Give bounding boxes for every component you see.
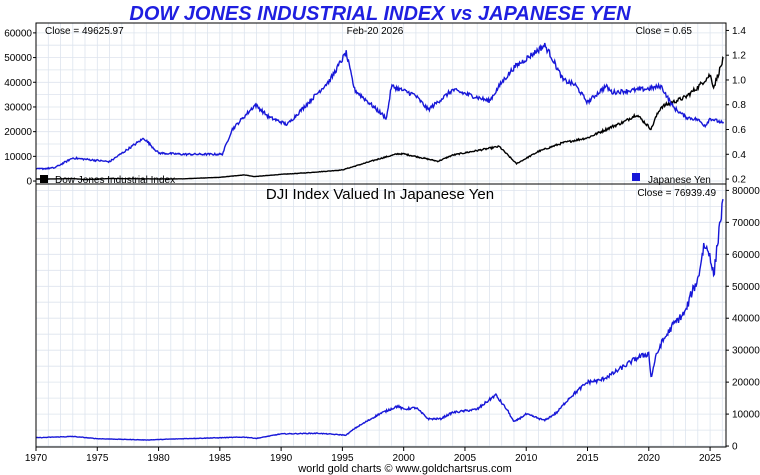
dji-close-label: Close = 49625.97 (45, 26, 124, 37)
x-tick-label: 1985 (209, 453, 232, 464)
left-tick-label: 60000 (4, 28, 32, 39)
bottom-right-tick-label: 0 (732, 442, 738, 453)
right-tick-label: 0.2 (732, 175, 746, 186)
bottom-right-tick-label: 50000 (732, 282, 760, 293)
bottom-right-tick-label: 10000 (732, 410, 760, 421)
chart-date-label: Feb-20 2026 (347, 26, 404, 37)
yen-legend-swatch (632, 173, 640, 181)
x-tick-label: 1970 (25, 453, 48, 464)
x-axis-ticks: 1970 1975 1980 1985 1990 1995 2000 2005 2010 2015… (25, 447, 722, 464)
left-tick-label: 10000 (4, 152, 32, 163)
left-tick-label: 0 (26, 177, 32, 188)
top-grid (35, 23, 726, 184)
right-tick-label: 1.0 (732, 75, 746, 86)
bottom-panel: 0 10000 20000 30000 40000 50000 60000 70000 8000… (35, 184, 760, 453)
bottom-right-tick-label: 30000 (732, 346, 760, 357)
bottom-panel-title: DJI Index Valued In Japanese Yen (266, 186, 494, 203)
x-tick-label: 1975 (86, 453, 109, 464)
x-tick-label: 2015 (576, 453, 599, 464)
chart-frame (35, 22, 727, 448)
yen-series-line (36, 42, 725, 171)
x-tick-label: 1995 (331, 453, 354, 464)
dji-series-line (36, 56, 725, 181)
bottom-right-tick-label: 40000 (732, 314, 760, 325)
chart-main-title: DOW JONES INDUSTRIAL INDEX vs JAPANESE Y… (129, 3, 631, 25)
left-tick-label: 30000 (4, 102, 32, 113)
x-tick-label: 2000 (393, 453, 416, 464)
bottom-right-tick-label: 60000 (732, 250, 760, 261)
top-right-axis-ticks: 0.2 0.4 0.6 0.8 1.0 1.2 1.4 (726, 26, 746, 186)
dji-in-yen-series-line (36, 198, 724, 441)
dji-legend-swatch (40, 175, 48, 183)
bottom-right-axis-ticks: 0 10000 20000 30000 40000 50000 60000 70000 8000… (726, 186, 760, 453)
left-tick-label: 50000 (4, 53, 32, 64)
right-tick-label: 1.4 (732, 26, 746, 37)
right-tick-label: 1.2 (732, 51, 746, 62)
x-tick-label: 2005 (454, 453, 477, 464)
right-tick-label: 0.6 (732, 125, 746, 136)
left-tick-label: 40000 (4, 78, 32, 89)
right-tick-label: 0.8 (732, 100, 746, 111)
bottom-grid (35, 184, 726, 447)
x-tick-label: 2025 (699, 453, 722, 464)
bottom-right-tick-label: 20000 (732, 378, 760, 389)
right-tick-label: 0.4 (732, 150, 746, 161)
x-tick-label: 1990 (270, 453, 293, 464)
left-tick-label: 20000 (4, 127, 32, 138)
yen-legend-label: Japanese Yen (648, 175, 711, 186)
chart-footer-credit: world gold charts © www.goldchartsrus.co… (297, 463, 512, 475)
x-tick-label: 1980 (147, 453, 170, 464)
x-tick-label: 2020 (638, 453, 661, 464)
dji-in-yen-close-label: Close = 76939.49 (637, 188, 716, 199)
bottom-right-tick-label: 70000 (732, 218, 760, 229)
bottom-right-tick-label: 80000 (732, 186, 760, 197)
x-tick-label: 2010 (515, 453, 538, 464)
yen-close-label: Close = 0.65 (636, 26, 693, 37)
dji-legend-label: Dow Jones Industrial Index (55, 175, 175, 186)
